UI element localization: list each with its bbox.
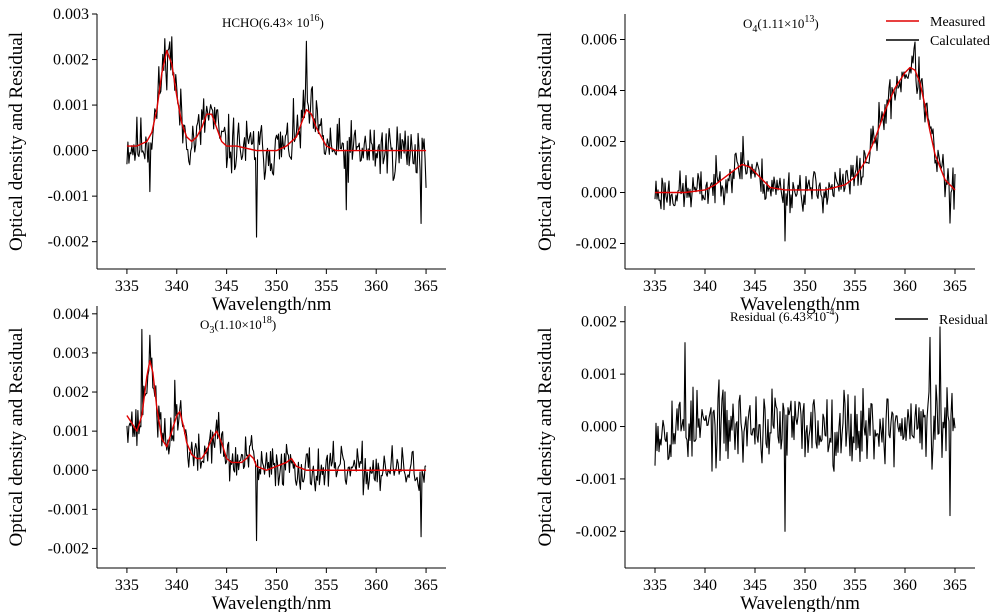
legend-residual-label: Residual <box>939 313 988 328</box>
y-tick-label: 0.004 <box>53 306 89 323</box>
series-line-calculated <box>126 328 427 542</box>
x-tick-label: 360 <box>893 278 917 295</box>
series-line-measured <box>126 360 427 471</box>
x-tick-label: 345 <box>215 577 239 594</box>
x-tick-label: 350 <box>264 577 288 594</box>
x-tick-label: 355 <box>314 577 338 594</box>
y-tick-label: -0.002 <box>576 236 617 253</box>
y-tick-label: 0.004 <box>581 83 617 100</box>
x-tick-label: 365 <box>414 278 438 295</box>
y-axis-title: Optical density and Residual <box>6 32 27 251</box>
panel-annotation: O4(1.11×1013) <box>743 14 819 35</box>
x-tick-label: 365 <box>943 577 967 594</box>
y-tick-label: -0.001 <box>48 501 89 518</box>
x-tick-label: 345 <box>743 577 767 594</box>
y-tick-label: 0.000 <box>53 143 89 160</box>
y-tick-label: -0.001 <box>48 188 89 205</box>
panel-annotation: HCHO(6.43× 1016) <box>222 13 324 30</box>
y-tick-label: 0.002 <box>53 52 89 69</box>
x-tick-label: 360 <box>364 278 388 295</box>
x-tick-label: 335 <box>115 278 139 295</box>
x-axis-title: Wavelength/nm <box>740 294 860 315</box>
series-line-residual <box>654 326 956 532</box>
x-axis-title: Wavelength/nm <box>740 593 860 612</box>
y-tick-label: 0.001 <box>581 366 617 383</box>
y-tick-label: 0.002 <box>53 384 89 401</box>
y-axis-title: Optical density and Residual <box>535 32 556 251</box>
x-axis-title: Wavelength/nm <box>212 593 332 612</box>
x-tick-label: 365 <box>414 577 438 594</box>
y-tick-label: 0.002 <box>581 134 617 151</box>
x-tick-label: 340 <box>165 577 189 594</box>
legend-measured-label: Measured <box>930 15 985 30</box>
x-axis-title: Wavelength/nm <box>212 294 332 315</box>
series-line-measured <box>655 66 956 194</box>
series-line-calculated <box>126 36 427 238</box>
x-tick-label: 355 <box>314 278 338 295</box>
panel-o4: -0.002 0.000 0.002 0.004 0.006 335 340 345 350 35… <box>535 14 990 315</box>
y-tick-label: 0.000 <box>581 185 617 202</box>
y-tick-label: -0.002 <box>48 540 89 557</box>
y-tick-label: 0.000 <box>581 419 617 436</box>
panel-residual: -0.002 -0.001 0.000 0.001 0.002 335 340 345 350 3… <box>535 306 988 612</box>
x-tick-label: 350 <box>264 278 288 295</box>
x-tick-label: 335 <box>643 577 667 594</box>
series-line-measured <box>126 49 427 152</box>
x-tick-label: 340 <box>165 278 189 295</box>
panel-o3: -0.002 -0.001 0.000 0.001 0.002 0.003 0.004 335… <box>6 306 446 612</box>
y-tick-label: 0.003 <box>53 345 89 362</box>
panel-hcho: -0.002 -0.001 0.000 0.001 0.002 0.003 335 340 34… <box>6 6 446 315</box>
x-tick-label: 355 <box>843 278 867 295</box>
y-tick-label: 0.000 <box>53 462 89 479</box>
x-tick-label: 345 <box>215 278 239 295</box>
y-tick-label: 0.002 <box>581 314 617 331</box>
x-tick-label: 350 <box>793 278 817 295</box>
x-tick-label: 345 <box>743 278 767 295</box>
y-axis-title: Optical density and Residual <box>6 328 27 547</box>
y-tick-label: 0.006 <box>581 32 617 49</box>
panel-annotation: Residual (6.43×10-4) <box>730 307 839 324</box>
x-tick-label: 335 <box>643 278 667 295</box>
x-tick-label: 340 <box>693 577 717 594</box>
y-tick-label: -0.001 <box>576 471 617 488</box>
y-tick-label: -0.002 <box>576 523 617 540</box>
x-tick-label: 335 <box>115 577 139 594</box>
y-tick-label: -0.002 <box>48 234 89 251</box>
x-tick-label: 365 <box>943 278 967 295</box>
series-line-calculated <box>654 41 956 242</box>
y-tick-label: 0.001 <box>53 97 89 114</box>
y-tick-label: 0.001 <box>53 423 89 440</box>
x-tick-label: 360 <box>364 577 388 594</box>
y-tick-label: 0.003 <box>53 6 89 23</box>
panel-annotation: O3(1.10×1018) <box>200 315 276 336</box>
y-axis-title: Optical density and Residual <box>535 328 556 547</box>
x-tick-label: 350 <box>793 577 817 594</box>
x-tick-label: 355 <box>843 577 867 594</box>
x-tick-label: 340 <box>693 278 717 295</box>
legend-calculated-label: Calculated <box>930 34 990 49</box>
x-tick-label: 360 <box>893 577 917 594</box>
